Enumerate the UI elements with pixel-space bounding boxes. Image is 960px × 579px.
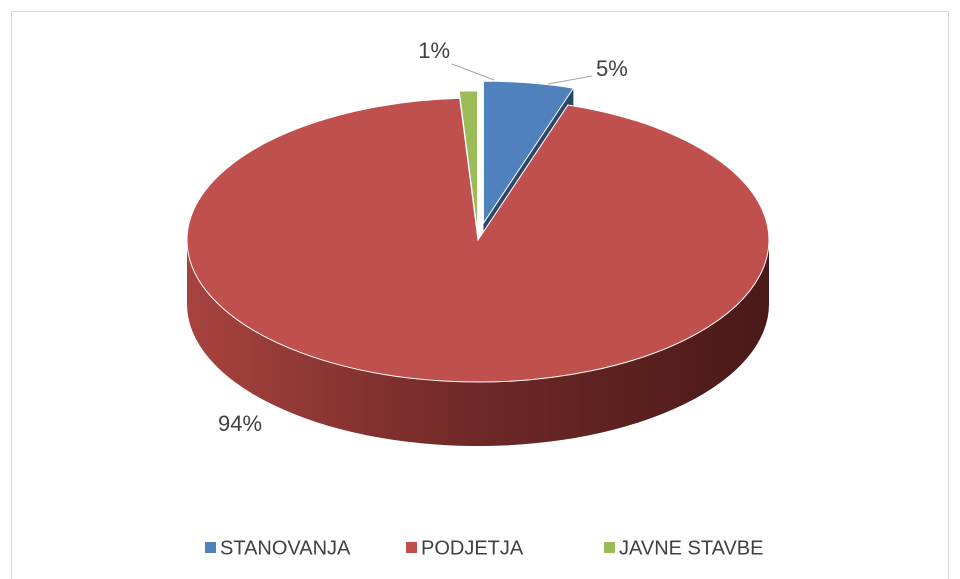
legend-label: JAVNE STAVBE: [619, 537, 763, 559]
legend-swatch: [205, 542, 216, 553]
legend-label: STANOVANJA: [220, 537, 351, 559]
legend-swatch: [604, 542, 615, 553]
data-label: 94%: [218, 411, 262, 436]
legend-swatch: [406, 542, 417, 553]
slice: [458, 90, 479, 233]
slice-side: [187, 240, 769, 446]
data-label: 5%: [596, 56, 628, 81]
legend-label: PODJETJA: [421, 537, 524, 559]
slice: [186, 97, 770, 383]
leader-line: [451, 63, 495, 81]
leader-line: [547, 75, 593, 85]
data-label: 1%: [418, 38, 450, 63]
slice: [482, 80, 575, 225]
